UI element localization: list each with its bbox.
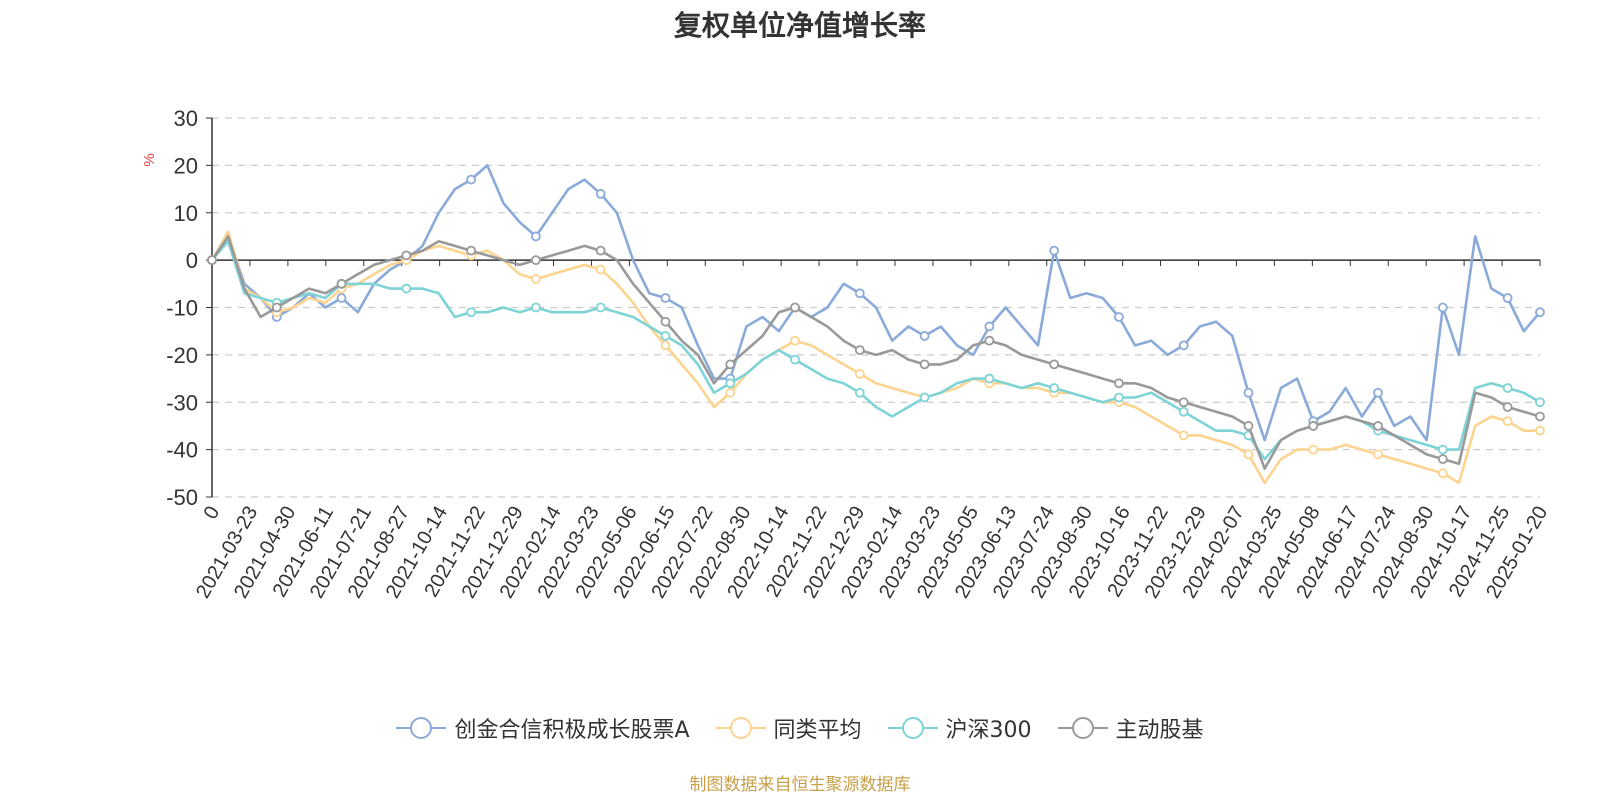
data-point: [1049, 383, 1060, 393]
series-line-1: [210, 230, 1540, 485]
series-line-2: [211, 239, 1541, 461]
legend-marker-csi300: [887, 717, 938, 739]
y-tick-label: 20: [174, 153, 198, 178]
line-chart: 3020100-10-20-30-40-5002021-03-232021-04…: [141, 106, 1552, 602]
data-point: [1502, 402, 1513, 412]
data-point: [531, 255, 541, 266]
data-point: [984, 321, 995, 332]
chart-title: 复权单位净值增长率: [673, 9, 926, 42]
data-point: [336, 293, 347, 303]
data-point: [466, 307, 477, 318]
legend-marker-fund: [396, 717, 447, 739]
y-tick-label: -30: [166, 390, 198, 415]
data-point: [531, 231, 541, 242]
legend-item-peer-average[interactable]: 同类平均: [715, 712, 862, 744]
data-point: [1243, 387, 1254, 398]
data-point: [1373, 387, 1383, 398]
data-point: [1178, 340, 1189, 351]
data-point: [1437, 468, 1448, 479]
y-tick-label: 30: [174, 106, 198, 131]
data-point: [595, 245, 606, 256]
data-point: [660, 340, 671, 351]
data-point: [1243, 449, 1254, 460]
data-point: [336, 278, 347, 289]
data-point: [531, 274, 541, 284]
data-point: [1535, 307, 1545, 318]
data-point: [1178, 406, 1189, 417]
data-point: [919, 359, 930, 370]
legend-item-fund[interactable]: 创金合信积极成长股票A: [396, 712, 690, 744]
data-point: [725, 378, 736, 389]
series-lines: [207, 164, 1545, 485]
data-point: [660, 331, 671, 341]
data-point: [595, 264, 606, 275]
data-point: [1502, 293, 1513, 303]
data-point: [1373, 421, 1383, 431]
data-source-note: 制图数据来自恒生聚源数据库: [689, 775, 911, 795]
legend-marker-active-equity: [1057, 717, 1108, 739]
data-point: [854, 368, 865, 379]
data-point: [1535, 425, 1545, 436]
data-point: [660, 316, 671, 327]
data-point: [1535, 397, 1545, 408]
data-point: [1437, 454, 1448, 465]
data-point: [1535, 411, 1545, 422]
data-point: [531, 302, 541, 313]
legend: 创金合信积极成长股票A 同类平均 沪深300 主动股基: [0, 712, 1600, 744]
data-point: [401, 250, 412, 261]
data-point: [1178, 397, 1189, 408]
y-tick-label: -20: [166, 343, 198, 368]
data-point: [595, 188, 606, 199]
data-point: [466, 174, 477, 185]
data-point: [401, 283, 412, 294]
legend-marker-peer-average: [715, 717, 766, 739]
y-axis-label: %: [141, 153, 158, 166]
y-tick-label: -40: [166, 438, 198, 463]
y-tick-label: -10: [166, 296, 198, 321]
data-point: [1308, 444, 1319, 455]
data-point: [1437, 444, 1448, 455]
data-point: [1114, 312, 1124, 322]
data-point: [790, 354, 800, 365]
legend-item-active-equity[interactable]: 主动股基: [1057, 712, 1204, 744]
data-point: [790, 335, 800, 346]
series-line-3: [210, 235, 1541, 470]
data-point: [1114, 378, 1124, 389]
legend-label: 沪深300: [945, 718, 1032, 743]
data-point: [725, 359, 736, 370]
data-point: [725, 387, 736, 398]
data-point: [1437, 302, 1448, 313]
data-point: [1114, 392, 1124, 403]
data-point: [271, 302, 282, 313]
data-point: [854, 387, 865, 398]
y-tick-label: -50: [166, 485, 198, 510]
data-point: [1502, 416, 1513, 427]
legend-item-csi300[interactable]: 沪深300: [887, 712, 1032, 744]
data-point: [1243, 421, 1254, 431]
legend-label: 同类平均: [773, 718, 862, 743]
series-line-0: [210, 164, 1541, 442]
x-tick-label: 0: [200, 503, 225, 524]
data-point: [1373, 449, 1383, 460]
data-point: [984, 373, 995, 384]
data-point: [854, 288, 865, 299]
data-point: [660, 293, 671, 303]
data-point: [790, 302, 800, 313]
y-tick-label: 10: [174, 201, 198, 226]
data-point: [919, 331, 930, 341]
legend-label: 创金合信积极成长股票A: [454, 718, 690, 743]
y-tick-label: 0: [186, 248, 198, 273]
legend-label: 主动股基: [1115, 718, 1204, 743]
data-point: [466, 245, 477, 256]
data-point: [984, 335, 995, 346]
data-point: [1049, 245, 1060, 256]
data-point: [1049, 359, 1060, 370]
data-point: [595, 302, 606, 313]
data-point: [1308, 421, 1319, 431]
data-point: [1178, 430, 1189, 441]
data-point: [207, 255, 217, 266]
data-point: [854, 345, 865, 356]
data-point: [919, 392, 930, 403]
data-point: [1502, 383, 1513, 393]
